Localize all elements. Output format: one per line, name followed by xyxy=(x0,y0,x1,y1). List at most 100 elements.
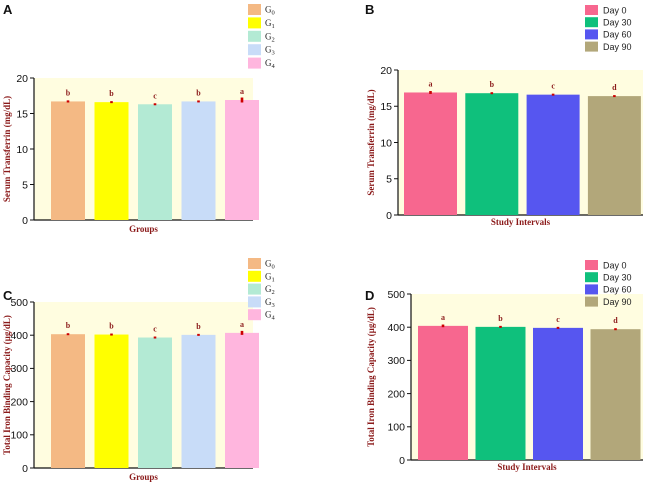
panel-letter: D xyxy=(365,288,374,303)
y-tick-label: 0 xyxy=(22,463,28,475)
legend-label: G1 xyxy=(265,18,275,30)
error-bar xyxy=(110,101,113,104)
y-tick-label: 300 xyxy=(10,363,28,375)
x-axis-title: Groups xyxy=(129,224,158,234)
y-axis-title: Total Iron Binding Capacity (µg/dL) xyxy=(2,315,12,455)
legend-label: G4 xyxy=(265,310,276,322)
chart-panel-c: C 0 100 200 300 400 500 b b c b a Total Iron Binding… xyxy=(2,258,276,482)
y-tick-label: 20 xyxy=(16,73,28,85)
legend-label: Day 0 xyxy=(603,5,627,15)
y-axis-title: Serum Transferrin (mg/dL) xyxy=(366,89,376,195)
error-bar xyxy=(614,328,617,331)
significance-label: b xyxy=(490,80,495,89)
y-tick-label: 400 xyxy=(387,322,405,334)
x-axis-title: Groups xyxy=(129,472,158,482)
legend-swatch xyxy=(585,284,598,295)
bar-day-60 xyxy=(533,327,583,460)
y-tick-label: 100 xyxy=(10,430,28,442)
y-axis-title: Total Iron Binding Capacity (µg/dL) xyxy=(366,307,376,447)
x-axis-title: Study Intervals xyxy=(491,217,551,227)
bar-g2 xyxy=(138,337,172,468)
y-tick-label: 15 xyxy=(380,101,392,113)
y-tick-label: 5 xyxy=(386,174,392,186)
significance-label: b xyxy=(66,321,71,330)
legend-label: G0 xyxy=(265,259,275,271)
error-bar xyxy=(153,103,157,106)
significance-label: b xyxy=(109,89,114,98)
legend-swatch xyxy=(248,4,261,15)
bar-day-0 xyxy=(418,325,468,460)
legend-swatch xyxy=(585,272,598,283)
significance-label: c xyxy=(556,315,560,324)
error-bar xyxy=(66,333,70,336)
y-tick-label: 0 xyxy=(22,215,28,227)
legend-swatch xyxy=(248,17,261,29)
significance-label: c xyxy=(153,325,157,334)
y-tick-label: 0 xyxy=(386,210,392,222)
legend-swatch xyxy=(585,5,598,15)
y-tick-label: 200 xyxy=(387,388,405,400)
error-bar xyxy=(66,100,70,103)
bar-g0 xyxy=(51,334,85,468)
legend-label: Day 90 xyxy=(603,297,632,307)
chart-panel-d: D 0 100 200 300 400 500 a b c d Total Iron Binding … xyxy=(365,260,643,472)
bar-g3 xyxy=(181,101,216,220)
legend-label: G2 xyxy=(265,284,275,296)
error-bar xyxy=(556,326,560,329)
bar-g1 xyxy=(94,102,129,220)
error-bar xyxy=(153,336,157,339)
significance-label: b xyxy=(498,314,503,323)
significance-label: d xyxy=(612,83,617,92)
legend-swatch xyxy=(248,309,261,321)
bar-g0 xyxy=(51,101,85,220)
legend-swatch xyxy=(585,17,598,28)
x-axis-title: Study Intervals xyxy=(497,462,557,472)
legend-swatch xyxy=(248,283,261,295)
significance-label: a xyxy=(240,87,244,96)
error-bar xyxy=(197,100,200,103)
legend-swatch xyxy=(248,270,261,282)
legend-swatch xyxy=(585,29,598,40)
y-tick-label: 500 xyxy=(387,289,405,301)
legend-swatch xyxy=(248,57,261,69)
bar-day-90 xyxy=(590,329,641,460)
bar-g3 xyxy=(181,334,216,468)
error-bar xyxy=(240,330,244,335)
significance-label: b xyxy=(196,88,201,97)
y-tick-label: 100 xyxy=(387,422,405,434)
error-bar xyxy=(499,325,502,328)
legend: Day 0 Day 30 Day 60 Day 90 xyxy=(585,260,632,307)
legend-label: G4 xyxy=(265,58,276,70)
significance-label: c xyxy=(153,91,157,100)
legend: Day 0 Day 30 Day 60 Day 90 xyxy=(585,5,632,52)
bar-day-90 xyxy=(587,96,641,215)
significance-label: b xyxy=(109,322,114,331)
legend-swatch xyxy=(585,260,598,270)
y-axis-title: Serum Transferrin (mg/dL) xyxy=(2,96,12,202)
legend-label: G3 xyxy=(265,297,275,309)
bar-day-60 xyxy=(526,94,580,215)
panel-letter: A xyxy=(3,2,13,17)
y-tick-label: 10 xyxy=(380,137,392,149)
legend-swatch xyxy=(248,258,261,269)
legend-label: G1 xyxy=(265,271,275,283)
legend-label: Day 90 xyxy=(603,42,632,52)
error-bar xyxy=(240,97,244,103)
legend-swatch xyxy=(585,41,598,52)
y-tick-label: 10 xyxy=(16,144,28,156)
error-bar xyxy=(490,92,494,95)
y-tick-label: 20 xyxy=(380,65,392,77)
chart-panel-b: B 0 5 10 15 20 a b c d Serum Transferrin (mg/dL) St… xyxy=(365,2,643,227)
bar-g1 xyxy=(94,334,129,468)
significance-label: c xyxy=(551,82,555,91)
legend-swatch xyxy=(248,44,261,56)
significance-label: a xyxy=(441,313,445,322)
y-tick-label: 500 xyxy=(10,297,28,309)
error-bar xyxy=(613,95,616,98)
error-bar xyxy=(441,324,445,328)
bar-g4 xyxy=(225,332,259,468)
panel-letter: B xyxy=(365,2,374,17)
legend-label: Day 0 xyxy=(603,260,627,270)
